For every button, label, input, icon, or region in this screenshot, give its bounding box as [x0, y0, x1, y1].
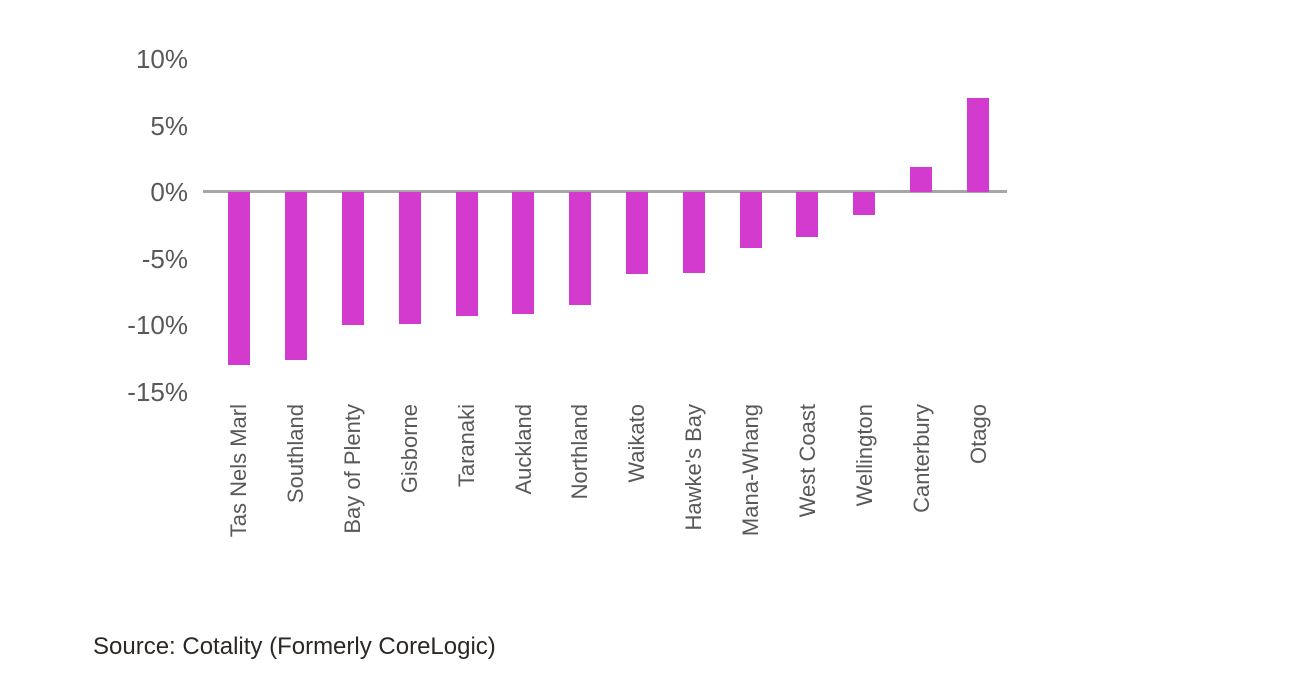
bar-waikato	[626, 192, 648, 275]
x-tick-label: Bay of Plenty	[340, 404, 366, 534]
bar-southland	[285, 192, 308, 360]
bar-hawke-s-bay	[682, 192, 705, 274]
x-tick-label: Southland	[283, 404, 309, 504]
bar-canterbury	[910, 166, 932, 192]
bar-west-coast	[796, 192, 819, 238]
x-tick-cell: Hawke's Bay	[666, 404, 723, 574]
y-tick-label: -15%	[127, 376, 188, 407]
x-tick-cell: Taranaki	[438, 404, 495, 574]
y-tick-label: 10%	[135, 44, 188, 74]
x-tick-cell: Otago	[950, 404, 1007, 574]
x-tick-label: Otago	[965, 404, 991, 464]
x-tick-label: Waikato	[624, 404, 650, 483]
y-tick-label: 0%	[150, 177, 188, 207]
x-tick-cell: Gisborne	[382, 404, 439, 574]
x-tick-cell: Northland	[552, 404, 609, 574]
bar-mana-whang	[739, 192, 762, 248]
x-tick-cell: Mana-Whang	[723, 404, 780, 574]
bar-otago	[966, 97, 989, 192]
y-tick-label: 5%	[150, 110, 188, 141]
bar-auckland	[512, 192, 535, 315]
x-tick-cell: Canterbury	[893, 404, 950, 574]
x-tick-label: Northland	[567, 404, 593, 500]
x-axis: Tas Nels Marl Southland Bay of Plenty Gisbo…	[211, 404, 1007, 574]
x-tick-label: Wellington	[851, 404, 877, 507]
x-tick-label: Taranaki	[453, 404, 479, 488]
zero-axis-line	[203, 190, 1007, 193]
x-tick-cell: Wellington	[836, 404, 893, 574]
x-tick-label: Gisborne	[396, 404, 422, 494]
bar-northland	[569, 192, 592, 306]
bar-gisborne	[398, 192, 421, 324]
x-tick-label: Mana-Whang	[738, 404, 764, 537]
bar-tas-nels-marl	[228, 192, 251, 365]
x-tick-cell: West Coast	[780, 404, 837, 574]
bar-bay-of-plenty	[342, 192, 364, 325]
bar-wellington	[853, 192, 876, 215]
y-tick-label: -5%	[141, 243, 188, 274]
x-tick-cell: Waikato	[609, 404, 666, 574]
x-tick-label: Hawke's Bay	[681, 404, 707, 531]
x-tick-label: Canterbury	[908, 404, 934, 513]
x-tick-cell: Southland	[268, 404, 325, 574]
y-tick-label: -10%	[127, 310, 188, 340]
x-tick-cell: Tas Nels Marl	[211, 404, 268, 574]
x-tick-label: Auckland	[510, 404, 536, 495]
x-tick-label: Tas Nels Marl	[226, 404, 252, 538]
x-tick-cell: Auckland	[495, 404, 552, 574]
x-tick-label: West Coast	[794, 404, 820, 518]
source-caption: Source: Cotality (Formerly CoreLogic)	[93, 633, 496, 660]
x-tick-cell: Bay of Plenty	[325, 404, 382, 574]
bar-taranaki	[455, 192, 478, 316]
